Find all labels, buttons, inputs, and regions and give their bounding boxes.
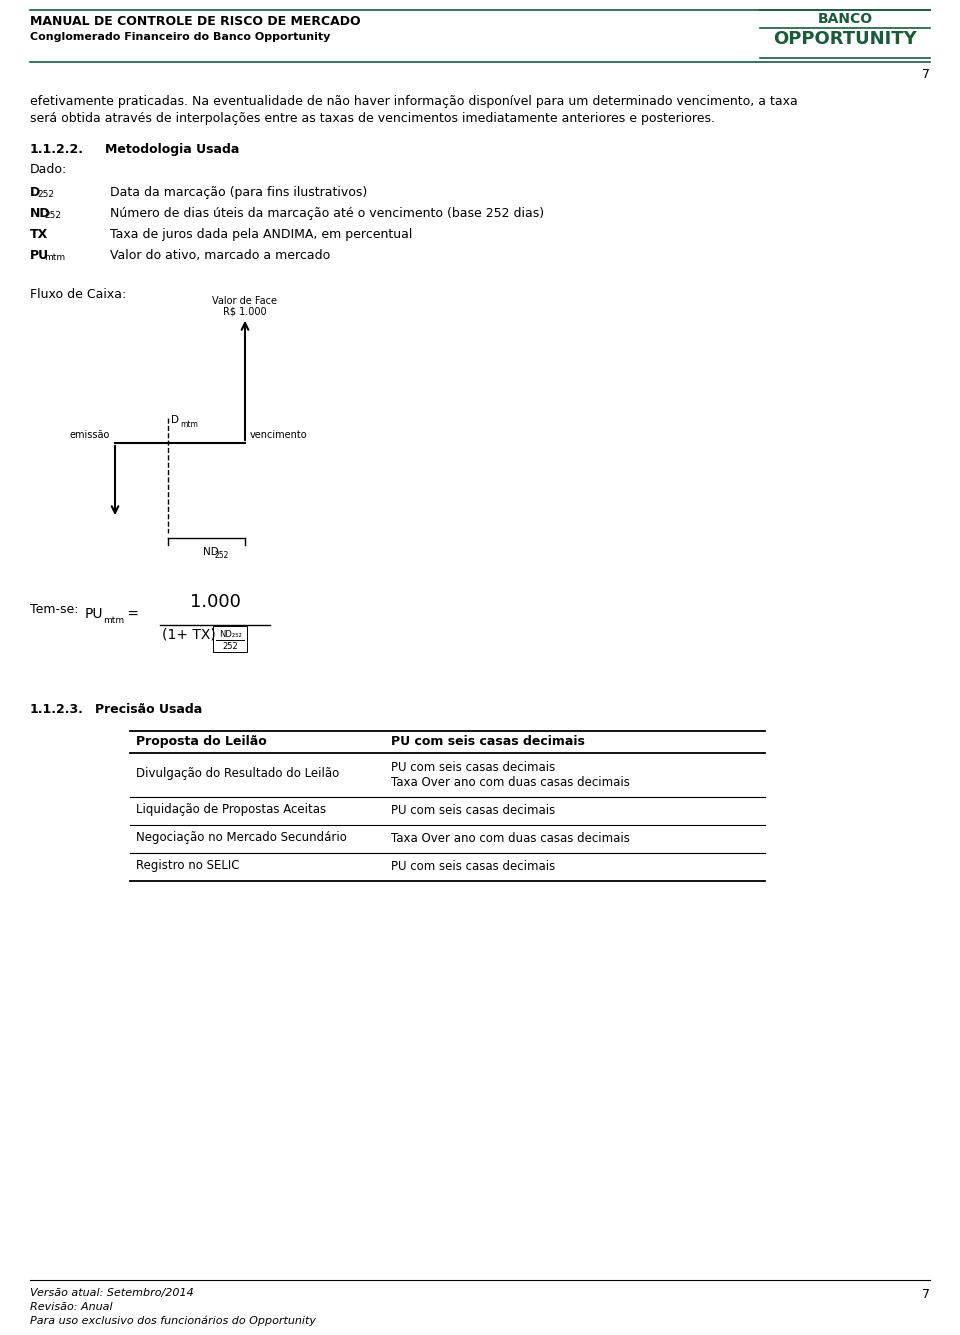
Text: Fluxo de Caixa:: Fluxo de Caixa: — [30, 288, 127, 300]
Text: PU: PU — [30, 250, 49, 262]
FancyBboxPatch shape — [213, 626, 247, 651]
Text: Valor do ativo, marcado a mercado: Valor do ativo, marcado a mercado — [110, 250, 330, 262]
Text: Taxa de juros dada pela ANDIMA, em percentual: Taxa de juros dada pela ANDIMA, em perce… — [110, 228, 413, 242]
Text: R$ 1.000: R$ 1.000 — [223, 307, 267, 316]
Text: Número de dias úteis da marcação até o vencimento (base 252 dias): Número de dias úteis da marcação até o v… — [110, 207, 544, 220]
Text: 252: 252 — [44, 211, 61, 220]
Text: efetivamente praticadas. Na eventualidade de não haver informação disponível par: efetivamente praticadas. Na eventualidad… — [30, 95, 798, 108]
Text: 7: 7 — [922, 1288, 930, 1302]
Text: Valor de Face: Valor de Face — [212, 296, 277, 306]
Text: Proposta do Leilão: Proposta do Leilão — [136, 736, 267, 748]
Text: MANUAL DE CONTROLE DE RISCO DE MERCADO: MANUAL DE CONTROLE DE RISCO DE MERCADO — [30, 15, 361, 28]
Text: TX: TX — [30, 228, 48, 242]
Text: ND: ND — [30, 207, 51, 220]
Text: Precisão Usada: Precisão Usada — [95, 704, 203, 716]
Text: Revisão: Anual: Revisão: Anual — [30, 1302, 112, 1312]
Text: mtm: mtm — [44, 254, 65, 262]
Text: PU: PU — [85, 607, 104, 621]
Text: (1+ TX): (1+ TX) — [162, 627, 216, 641]
Text: Tem-se:: Tem-se: — [30, 603, 79, 615]
Text: 1.1.2.2.: 1.1.2.2. — [30, 143, 84, 156]
Text: mtm: mtm — [180, 421, 198, 429]
Text: será obtida através de interpolações entre as taxas de vencimentos imediatamente: será obtida através de interpolações ent… — [30, 112, 715, 125]
Text: Data da marcação (para fins ilustrativos): Data da marcação (para fins ilustrativos… — [110, 186, 368, 199]
Text: Para uso exclusivo dos funcionários do Opportunity: Para uso exclusivo dos funcionários do O… — [30, 1316, 316, 1327]
Text: vencimento: vencimento — [250, 430, 307, 441]
Text: Conglomerado Financeiro do Banco Opportunity: Conglomerado Financeiro do Banco Opportu… — [30, 32, 330, 41]
Text: =: = — [123, 607, 139, 621]
Text: 252: 252 — [222, 642, 238, 651]
Text: D: D — [171, 415, 179, 425]
Text: D: D — [30, 186, 40, 199]
Text: PU com seis casas decimais: PU com seis casas decimais — [391, 804, 555, 817]
Text: 1.1.2.3.: 1.1.2.3. — [30, 704, 84, 716]
Text: emissão: emissão — [70, 430, 110, 441]
Text: Liquidação de Propostas Aceitas: Liquidação de Propostas Aceitas — [136, 804, 326, 817]
Text: PU com seis casas decimais: PU com seis casas decimais — [391, 761, 555, 774]
Text: PU com seis casas decimais: PU com seis casas decimais — [391, 736, 585, 748]
Text: Taxa Over ano com duas casas decimais: Taxa Over ano com duas casas decimais — [391, 832, 630, 845]
Text: ND₂₅₂: ND₂₅₂ — [219, 630, 241, 639]
Text: OPPORTUNITY: OPPORTUNITY — [773, 29, 917, 48]
Text: 252: 252 — [214, 551, 228, 559]
Text: Metodologia Usada: Metodologia Usada — [105, 143, 239, 156]
Text: PU com seis casas decimais: PU com seis casas decimais — [391, 860, 555, 873]
Text: 1.000: 1.000 — [189, 593, 240, 611]
Text: 252: 252 — [37, 190, 54, 199]
Text: 7: 7 — [922, 68, 930, 81]
Text: BANCO: BANCO — [817, 12, 873, 25]
Text: Dado:: Dado: — [30, 163, 67, 176]
Text: mtm: mtm — [103, 615, 124, 625]
Text: Negociação no Mercado Secundário: Negociação no Mercado Secundário — [136, 832, 347, 845]
Text: Registro no SELIC: Registro no SELIC — [136, 860, 239, 873]
Text: Divulgação do Resultado do Leilão: Divulgação do Resultado do Leilão — [136, 768, 339, 781]
Text: Versão atual: Setembro/2014: Versão atual: Setembro/2014 — [30, 1288, 194, 1298]
Text: ND: ND — [203, 547, 218, 557]
Text: Taxa Over ano com duas casas decimais: Taxa Over ano com duas casas decimais — [391, 776, 630, 789]
